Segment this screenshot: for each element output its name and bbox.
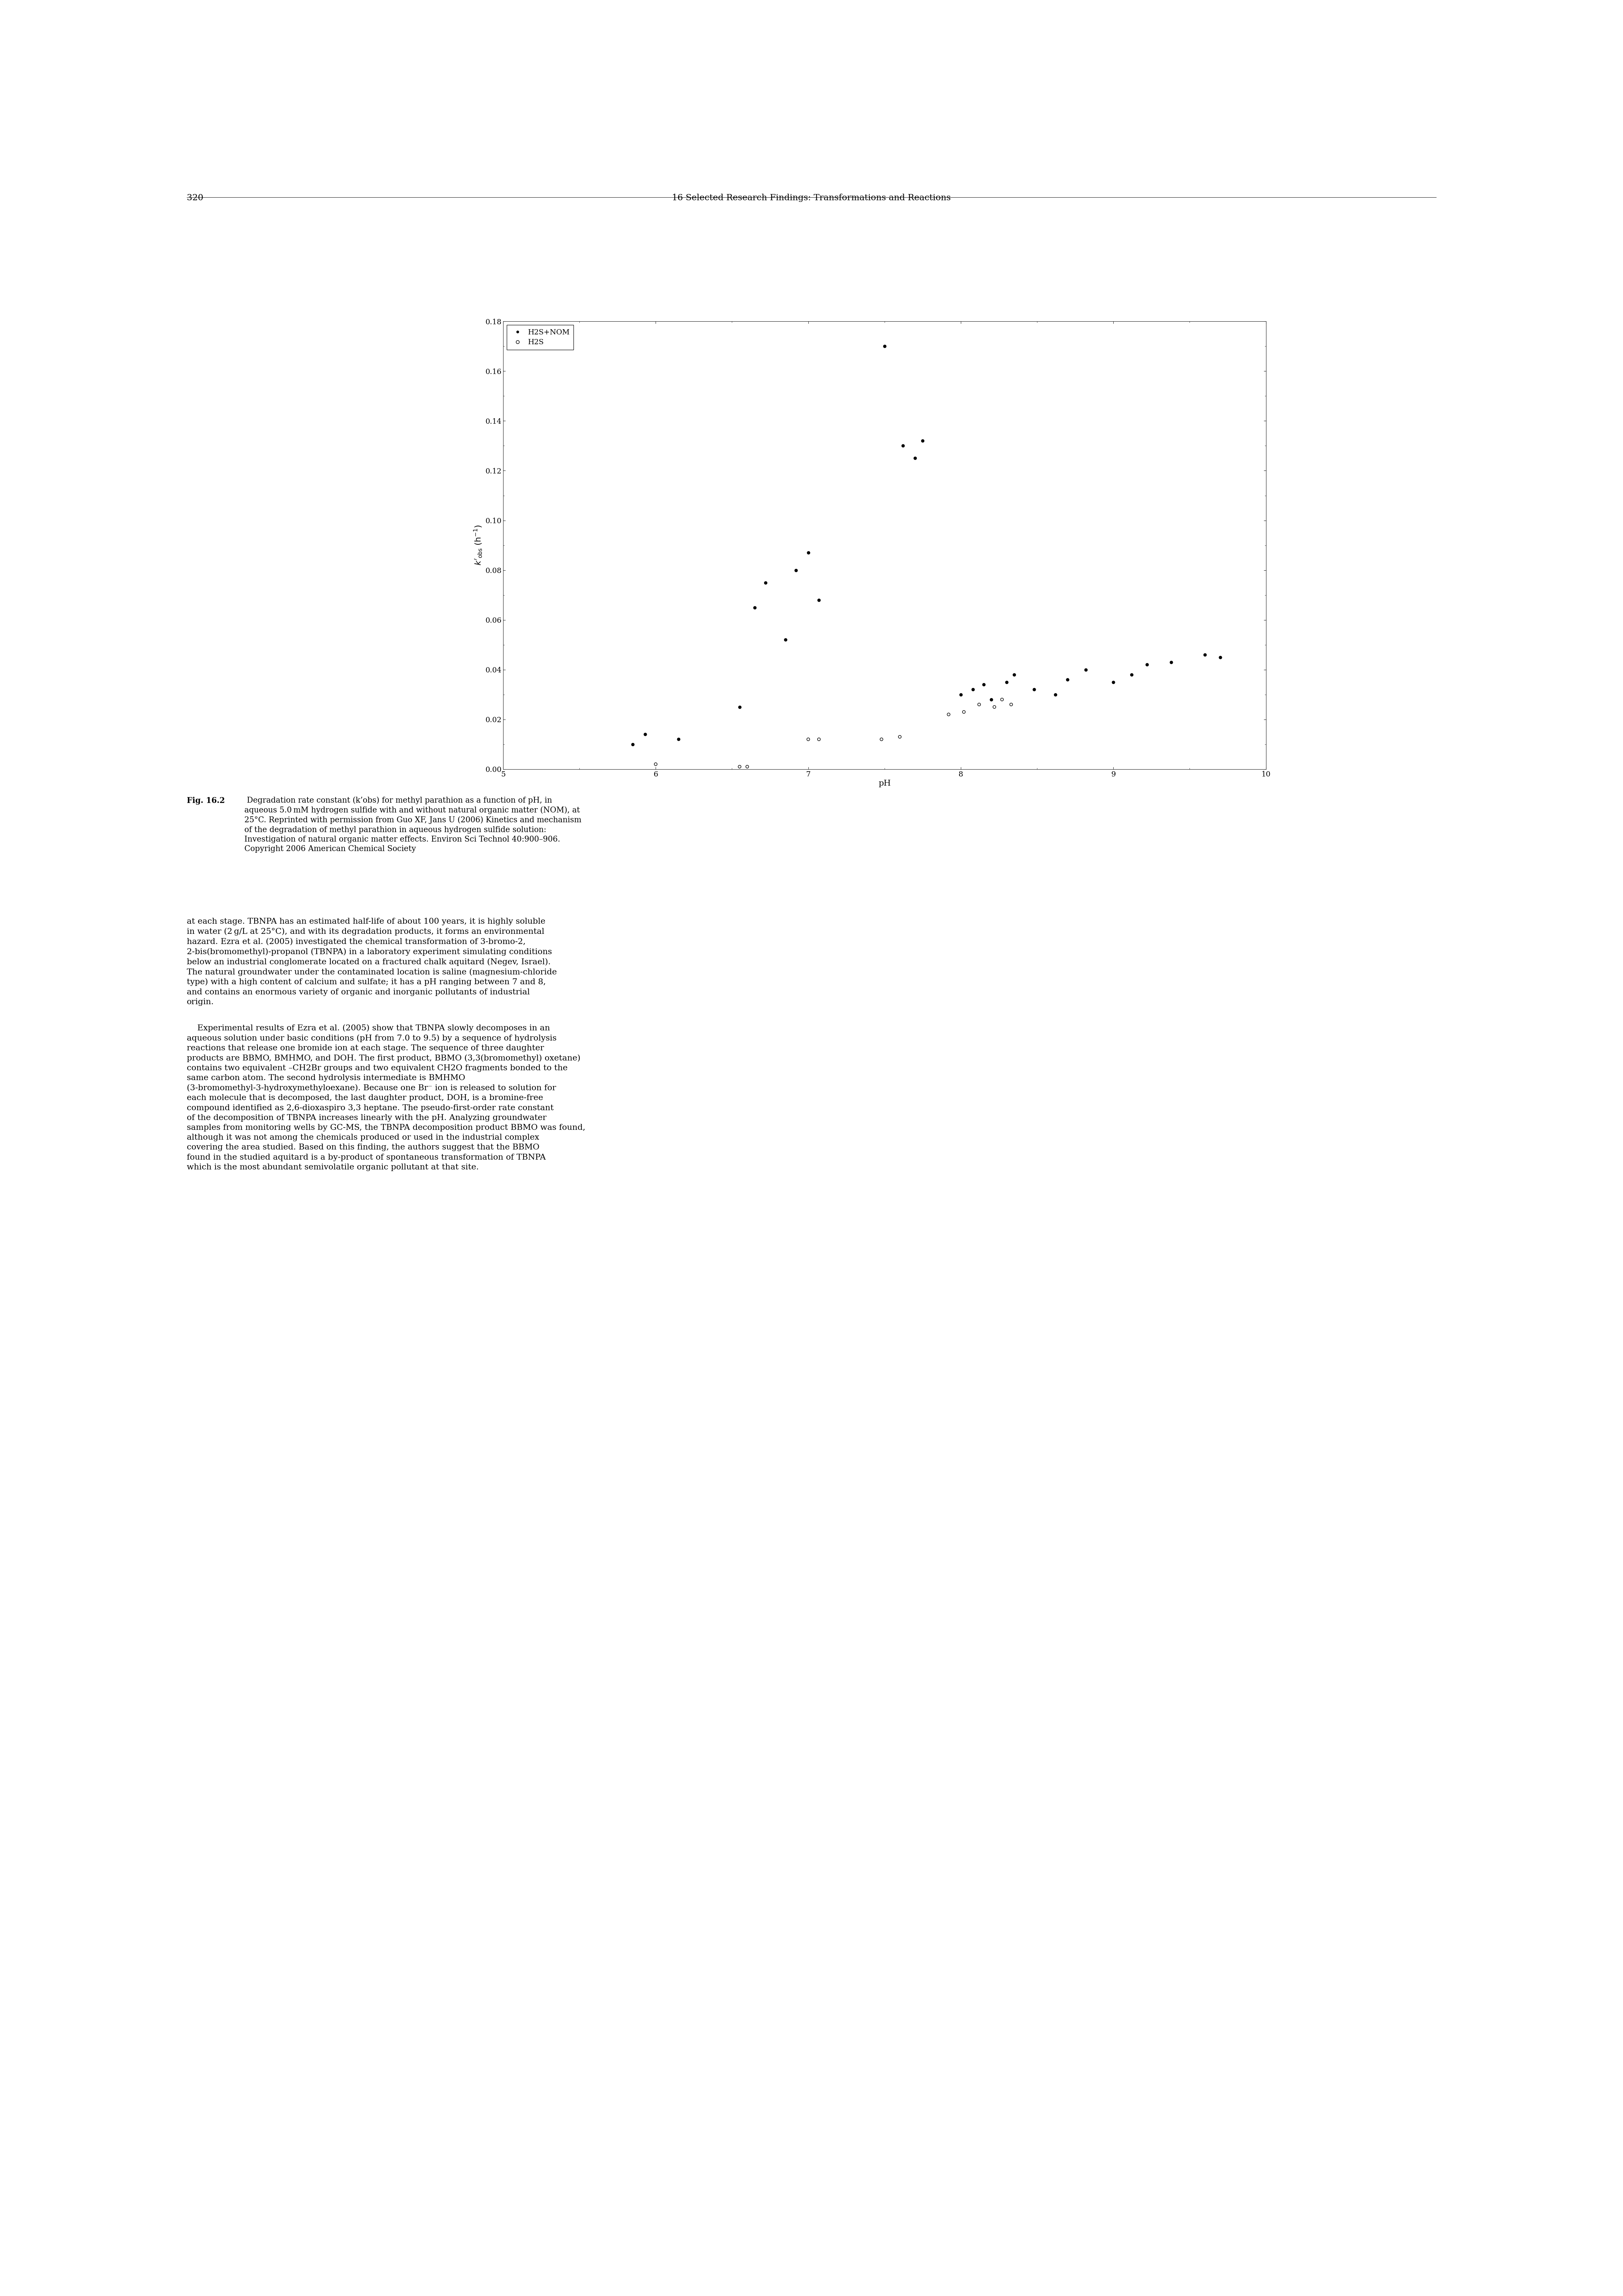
Point — [1208, 638, 1233, 675]
Text: 320: 320 — [187, 193, 203, 202]
Point — [782, 551, 808, 588]
Point — [742, 590, 768, 627]
Point — [886, 719, 912, 755]
Point — [988, 682, 1014, 719]
Point — [902, 441, 928, 478]
Point — [961, 670, 987, 707]
Point — [948, 675, 974, 712]
Point — [1191, 636, 1217, 673]
Point — [795, 721, 821, 758]
Point — [1073, 652, 1099, 689]
Point — [1001, 657, 1027, 693]
Text: Experimental results of Ezra et al. (2005) show that TBNPA slowly decomposes in : Experimental results of Ezra et al. (200… — [187, 1024, 586, 1171]
Point — [807, 721, 833, 758]
Point — [1159, 643, 1185, 680]
Point — [982, 689, 1008, 726]
Point — [643, 746, 669, 783]
Point — [935, 696, 961, 732]
Point — [727, 748, 753, 785]
Point — [1134, 647, 1160, 684]
Point — [951, 693, 977, 730]
Point — [631, 716, 657, 753]
Point — [868, 721, 894, 758]
Point — [993, 664, 1019, 700]
Point — [773, 622, 799, 659]
Y-axis label: $k'_{\rm obs}\ ({\rm h}^{-1})$: $k'_{\rm obs}\ ({\rm h}^{-1})$ — [474, 526, 484, 565]
Point — [1118, 657, 1144, 693]
Point — [807, 581, 833, 618]
Text: at each stage. TBNPA has an estimated half-life of about 100 years, it is highly: at each stage. TBNPA has an estimated ha… — [187, 918, 557, 1006]
Point — [979, 682, 1005, 719]
X-axis label: pH: pH — [878, 781, 891, 788]
Point — [795, 535, 821, 572]
Point — [1042, 675, 1068, 712]
Legend: H2S+NOM, H2S: H2S+NOM, H2S — [506, 326, 573, 349]
Point — [727, 689, 753, 726]
Point — [665, 721, 691, 758]
Point — [1100, 664, 1126, 700]
Text: Degradation rate constant (k’obs) for methyl parathion as a function of pH, in
a: Degradation rate constant (k’obs) for me… — [243, 797, 581, 852]
Point — [872, 328, 898, 365]
Point — [1055, 661, 1081, 698]
Text: Fig. 16.2: Fig. 16.2 — [187, 797, 224, 804]
Point — [971, 666, 997, 703]
Point — [734, 748, 760, 785]
Point — [889, 427, 915, 464]
Text: 16 Selected Research Findings: Transformations and Reactions: 16 Selected Research Findings: Transform… — [672, 193, 951, 202]
Point — [753, 565, 779, 602]
Point — [966, 687, 992, 723]
Point — [911, 422, 936, 459]
Point — [620, 726, 646, 762]
Point — [998, 687, 1024, 723]
Point — [1021, 670, 1047, 707]
